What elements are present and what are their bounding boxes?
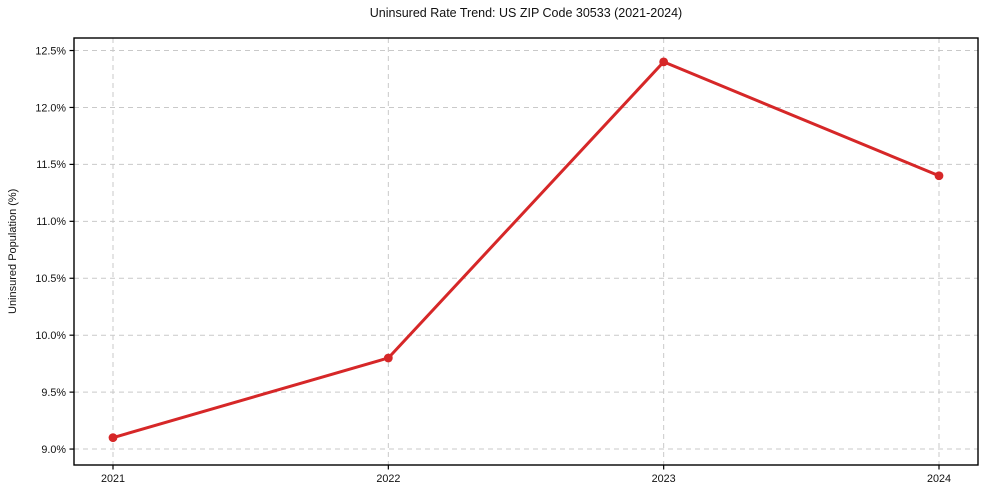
x-tick-label: 2021	[101, 473, 125, 485]
x-tick-label: 2023	[652, 473, 676, 485]
data-point	[108, 433, 118, 443]
y-axis-label: Uninsured Population (%)	[7, 188, 19, 315]
data-point	[383, 353, 393, 363]
y-tick-label: 11.5%	[36, 159, 66, 171]
x-tick-label: 2022	[376, 473, 400, 485]
chart-title: Uninsured Rate Trend: US ZIP Code 30533 …	[369, 6, 683, 20]
data-point	[934, 171, 944, 181]
y-tick-label: 9.5%	[41, 387, 66, 399]
y-tick-label: 10.5%	[35, 273, 66, 285]
y-tick-label: 10.0%	[35, 330, 66, 342]
y-tick-label: 12.0%	[35, 102, 66, 114]
data-point	[659, 57, 669, 67]
y-tick-label: 12.5%	[35, 45, 66, 57]
plot-border	[73, 37, 979, 466]
y-tick-label: 11.0%	[36, 216, 66, 228]
trend-line	[111, 60, 941, 440]
x-tick-label: 2024	[927, 473, 951, 485]
y-tick-label: 9.0%	[41, 444, 66, 456]
